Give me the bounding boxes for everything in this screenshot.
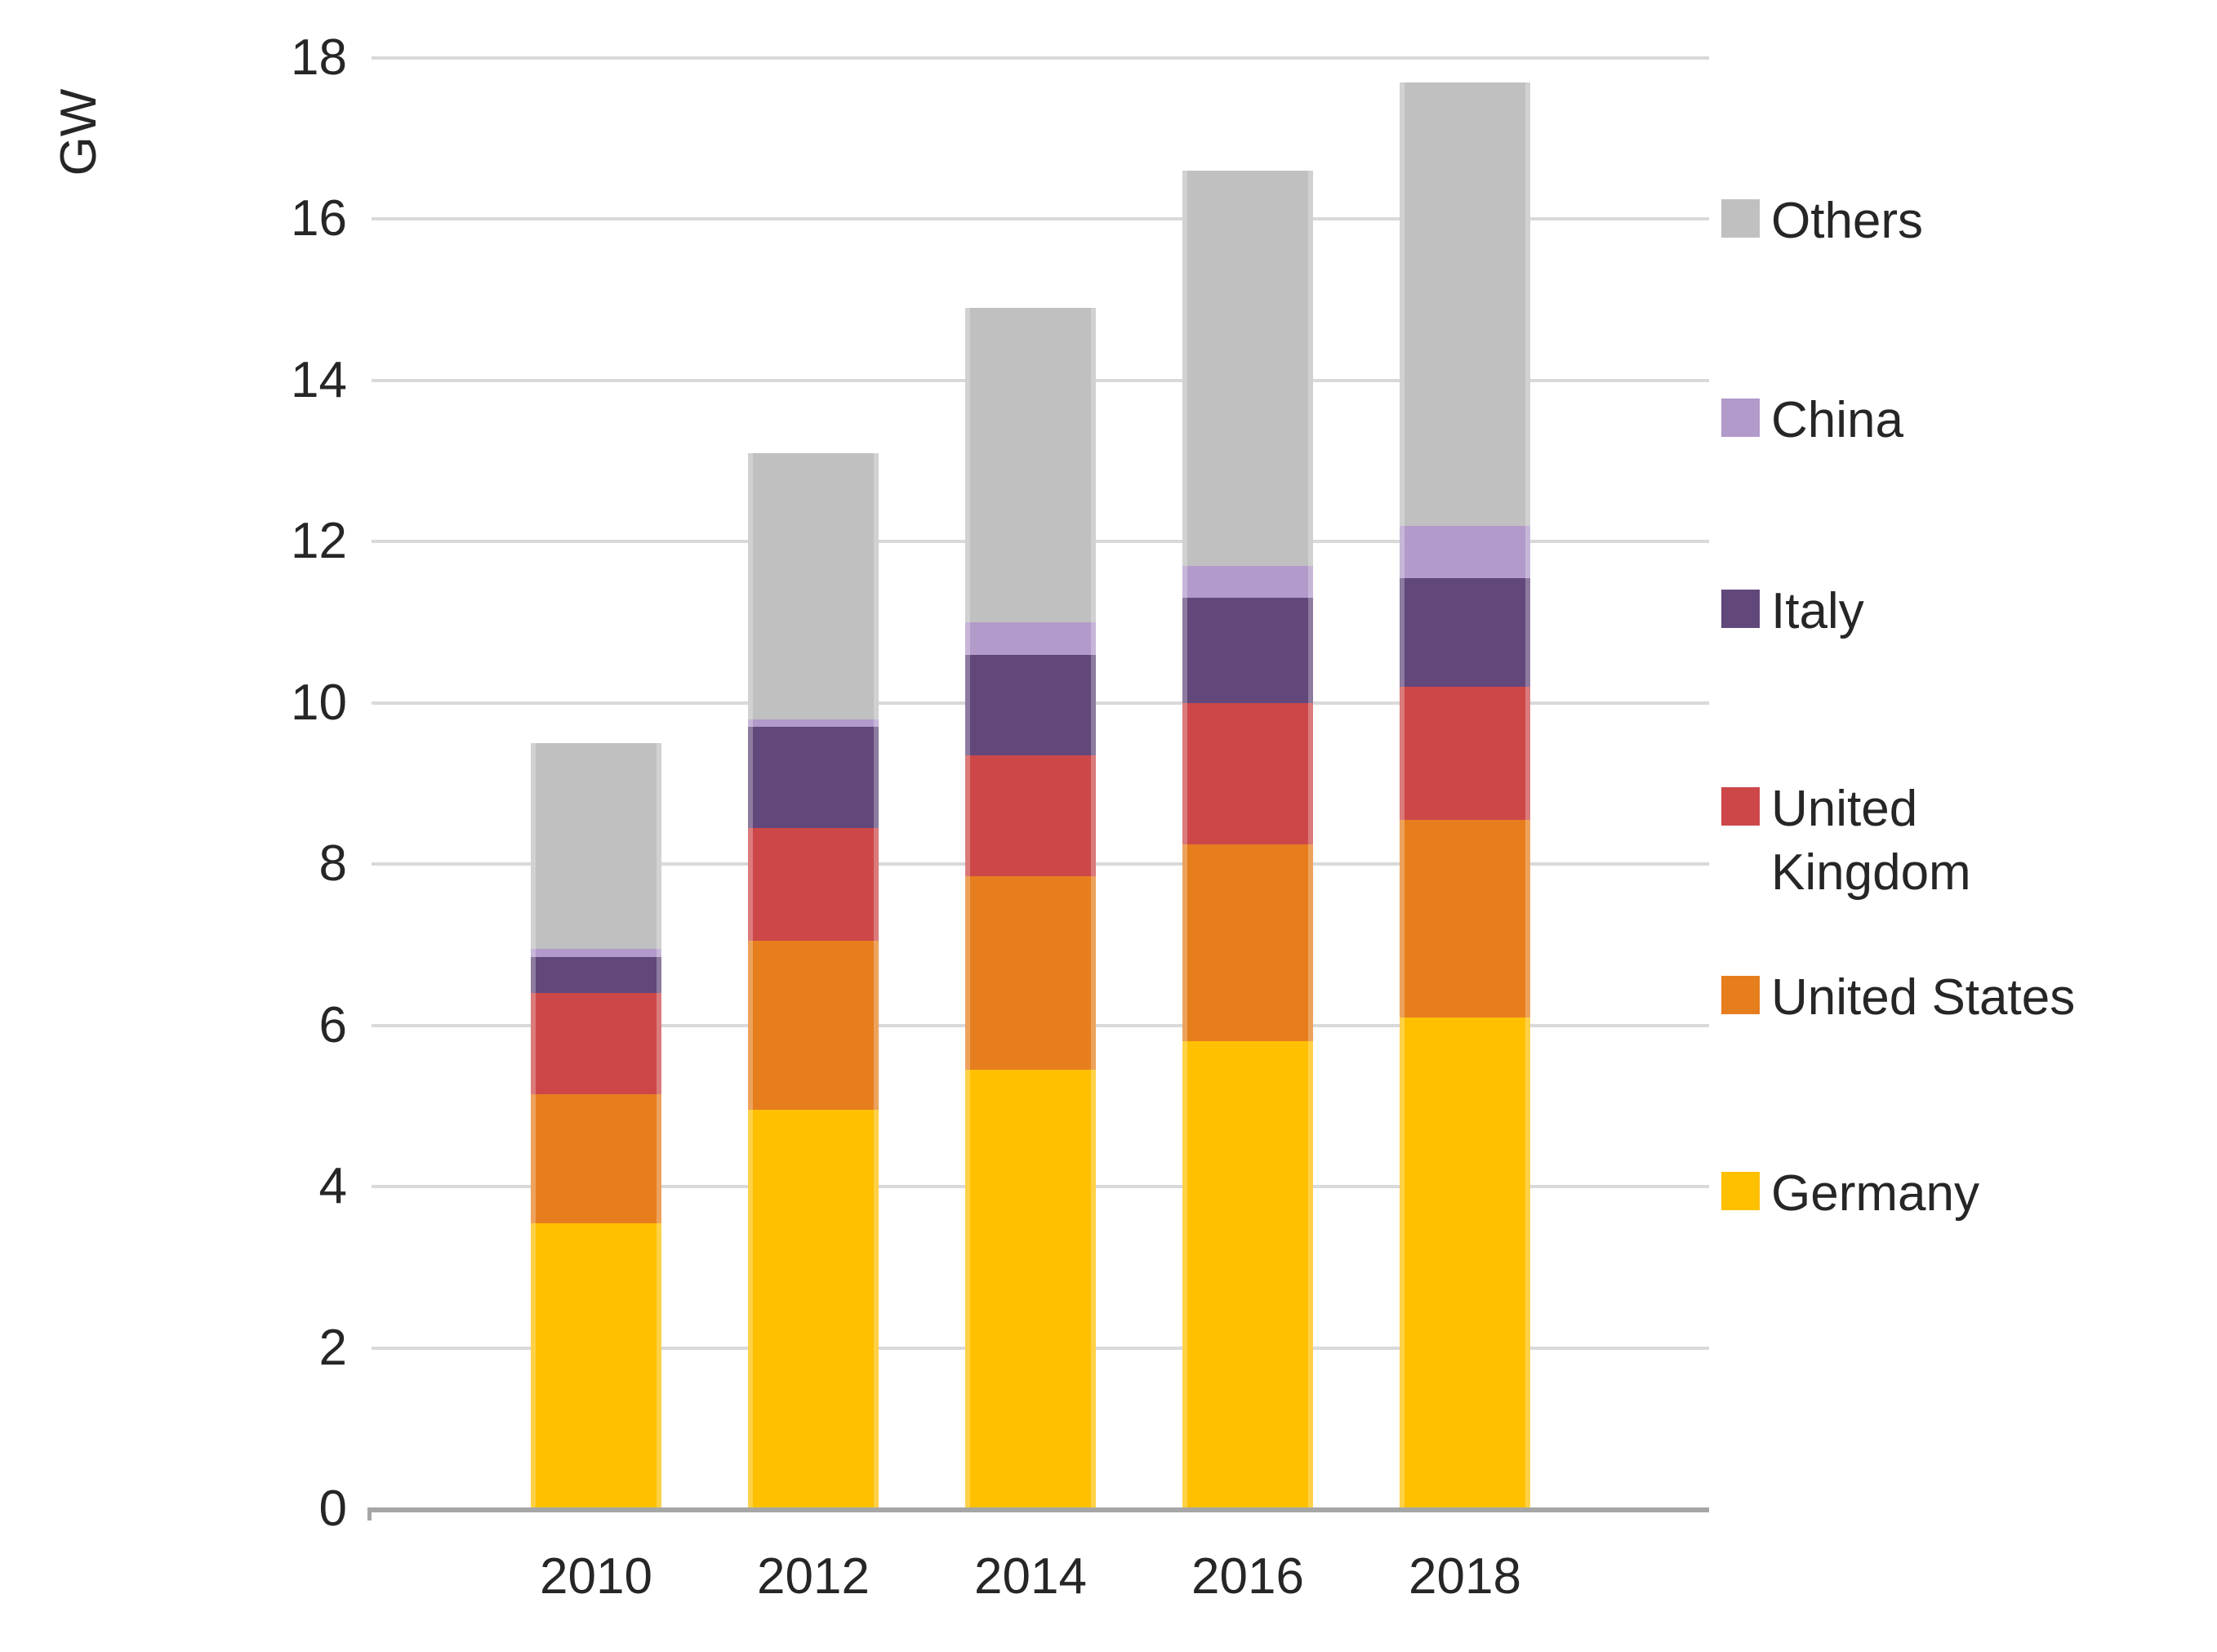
legend-swatch-united-kingdom [1721, 787, 1760, 826]
y-tick-label-18: 18 [291, 29, 347, 87]
bar-segment-china-2018 [1400, 525, 1530, 578]
bar-segment-italy-2016 [1182, 598, 1313, 703]
bar-segment-germany-2014 [965, 1069, 1096, 1509]
legend-item-china: China [1721, 389, 2114, 452]
bar-segment-china-2014 [965, 622, 1096, 655]
gridline-18 [372, 56, 1709, 60]
bar-segment-germany-2018 [1400, 1017, 1530, 1509]
y-tick-label-0: 0 [318, 1481, 347, 1537]
bar-segment-others-2010 [531, 743, 661, 949]
bar-segment-italy-2018 [1400, 577, 1530, 688]
bar-segment-italy-2014 [965, 654, 1096, 755]
bar-segment-united-states-2010 [531, 1093, 661, 1223]
bar-segment-united-kingdom-2014 [965, 755, 1096, 877]
x-tick-label-2016: 2016 [1191, 1548, 1304, 1605]
legend-label-united-states: United States [1771, 969, 2076, 1026]
bar-segment-united-kingdom-2016 [1182, 702, 1313, 844]
y-tick-label-4: 4 [318, 1158, 347, 1215]
y-tick-label-16: 16 [291, 190, 347, 247]
bar-segment-others-2018 [1400, 82, 1530, 526]
legend-swatch-united-states [1721, 976, 1760, 1014]
gridline-16 [372, 217, 1709, 221]
y-tick-label-8: 8 [318, 835, 347, 893]
legend-item-united-states: United States [1721, 966, 2114, 1030]
legend-item-united-kingdom: United Kingdom [1721, 777, 2114, 905]
y-tick-label-10: 10 [291, 674, 347, 731]
bar-segment-china-2012 [748, 719, 879, 728]
y-axis-unit-label: GW [51, 88, 107, 176]
bar-segment-united-states-2014 [965, 876, 1096, 1070]
bar-segment-united-kingdom-2010 [531, 993, 661, 1094]
bar-segment-united-kingdom-2012 [748, 827, 879, 942]
y-tick-label-2: 2 [318, 1319, 347, 1376]
x-tick-label-2018: 2018 [1409, 1548, 1521, 1605]
legend-swatch-germany [1721, 1172, 1760, 1210]
y-tick-label-6: 6 [318, 996, 347, 1053]
legend-label-united-kingdom: United Kingdom [1771, 781, 1971, 901]
bar-segment-united-states-2018 [1400, 819, 1530, 1017]
legend-item-italy: Italy [1721, 580, 2114, 643]
x-axis-tick [367, 1507, 372, 1521]
legend-label-italy: Italy [1771, 583, 1864, 639]
bar-segment-china-2010 [531, 948, 661, 957]
legend-swatch-china [1721, 399, 1760, 437]
y-tick-label-14: 14 [291, 351, 347, 408]
x-tick-label-2010: 2010 [540, 1548, 652, 1605]
bar-segment-germany-2010 [531, 1222, 661, 1509]
legend-label-china: China [1771, 392, 1903, 448]
bar-segment-china-2016 [1182, 565, 1313, 599]
legend-swatch-others [1721, 199, 1760, 238]
legend-label-germany: Germany [1771, 1165, 1979, 1222]
legend-swatch-italy [1721, 590, 1760, 628]
bar-segment-germany-2012 [748, 1110, 879, 1509]
x-tick-label-2014: 2014 [974, 1548, 1087, 1605]
bar-segment-others-2012 [748, 452, 879, 719]
x-axis-line [367, 1507, 1709, 1512]
bar-segment-others-2014 [965, 308, 1096, 623]
bar-segment-united-kingdom-2018 [1400, 687, 1530, 820]
legend-item-others: Others [1721, 189, 2114, 253]
x-tick-label-2012: 2012 [757, 1548, 870, 1605]
bar-segment-others-2016 [1182, 171, 1313, 566]
bar-segment-italy-2012 [748, 727, 879, 828]
legend-label-others: Others [1771, 193, 1924, 249]
bar-segment-germany-2016 [1182, 1041, 1313, 1509]
y-tick-label-12: 12 [291, 513, 347, 570]
bar-segment-united-states-2012 [748, 941, 879, 1111]
bar-segment-united-states-2016 [1182, 844, 1313, 1042]
legend-item-germany: Germany [1721, 1162, 2114, 1226]
bar-segment-italy-2010 [531, 956, 661, 994]
